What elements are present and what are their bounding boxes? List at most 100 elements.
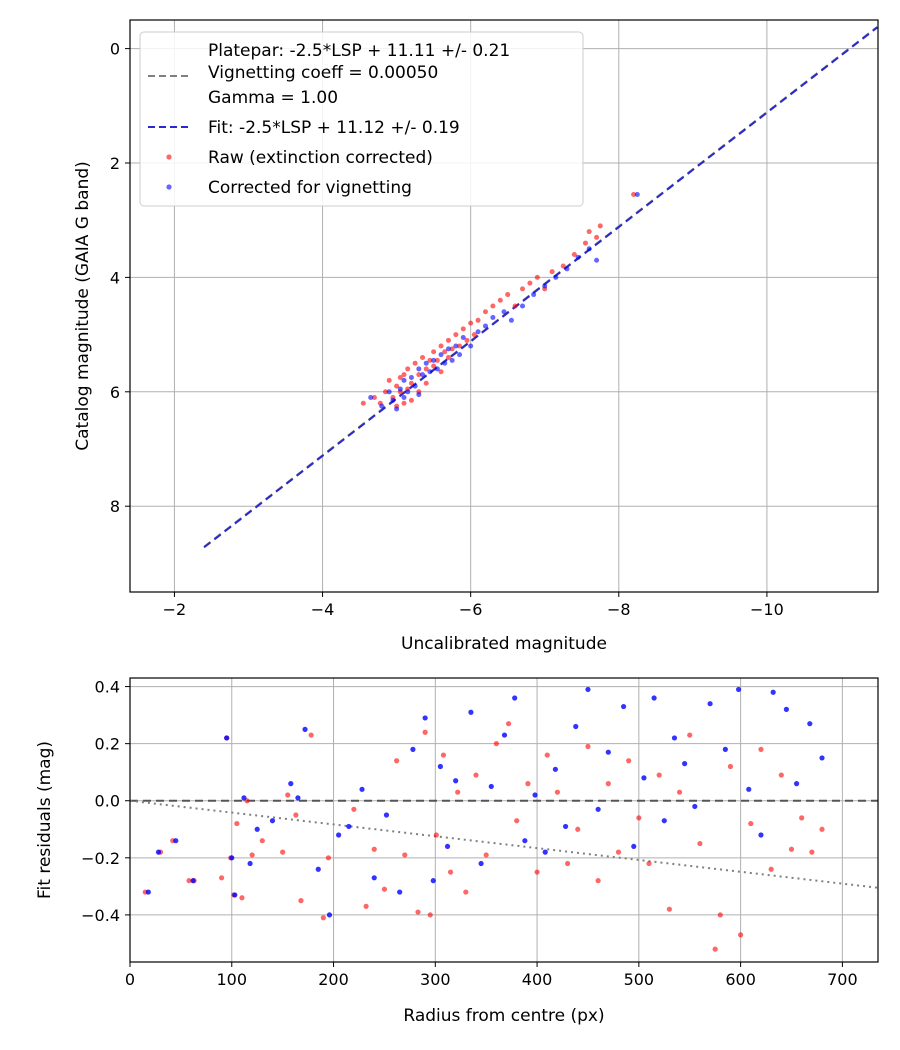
- corrected-point: [438, 352, 444, 358]
- raw-point: [383, 389, 389, 395]
- corrected-point: [434, 366, 440, 372]
- legend-raw-label: Raw (extinction corrected): [208, 148, 433, 168]
- corrected-point: [501, 309, 507, 315]
- corrected-point: [553, 274, 559, 280]
- residual-raw-point: [415, 909, 421, 915]
- raw-point: [423, 380, 429, 386]
- y-tick-label: −0.4: [81, 906, 120, 925]
- raw-point: [527, 280, 533, 286]
- raw-point: [386, 377, 392, 383]
- residual-corrected-point: [552, 766, 558, 772]
- residual-corrected-point: [346, 823, 352, 830]
- x-tick-label: 300: [420, 970, 451, 989]
- residual-raw-point: [605, 781, 611, 787]
- legend-platepar-line-3: Gamma = 1.00: [208, 88, 338, 108]
- top-plot-x-label: Uncalibrated magnitude: [401, 634, 607, 654]
- top-plot-x-ticks: −2 −4 −6 −8 −10: [163, 592, 784, 619]
- residual-raw-point: [280, 849, 286, 855]
- raw-point: [449, 346, 455, 352]
- corrected-point: [397, 386, 403, 392]
- x-tick-label: 700: [827, 970, 858, 989]
- residual-raw-point: [371, 846, 377, 852]
- raw-point: [482, 309, 488, 315]
- x-tick-label: −8: [607, 600, 631, 619]
- raw-point: [453, 332, 459, 338]
- corrected-point: [508, 317, 514, 323]
- residual-corrected-point: [631, 843, 637, 850]
- residual-raw-point: [493, 741, 499, 747]
- residual-raw-point: [809, 849, 815, 855]
- corrected-point: [475, 329, 481, 335]
- residual-corrected-point: [620, 703, 627, 710]
- corrected-point: [379, 403, 385, 409]
- residual-corrected-point: [605, 749, 611, 755]
- residual-raw-point: [455, 789, 461, 795]
- residual-raw-point: [565, 860, 571, 867]
- raw-point: [631, 191, 637, 197]
- corrected-point: [427, 369, 433, 375]
- y-tick-label: 2: [110, 154, 120, 173]
- residual-raw-point: [768, 866, 774, 872]
- residual-corrected-point: [562, 823, 569, 830]
- residual-corrected-point: [651, 695, 657, 701]
- raw-point: [434, 357, 440, 363]
- residual-corrected-point: [315, 866, 321, 872]
- raw-point: [445, 354, 451, 360]
- corrected-point: [442, 360, 448, 366]
- corrected-point: [520, 303, 526, 309]
- corrected-point: [420, 372, 426, 378]
- corrected-point: [401, 395, 407, 401]
- residual-raw-point: [636, 815, 642, 821]
- legend-platepar-line-1: Platepar: -2.5*LSP + 11.11 +/- 0.21: [208, 41, 510, 61]
- residual-raw-point: [320, 915, 326, 921]
- residual-corrected-point: [758, 832, 764, 838]
- raw-point: [408, 397, 414, 403]
- x-tick-label: −2: [163, 600, 187, 619]
- residual-corrected-point: [336, 832, 342, 838]
- raw-point: [560, 263, 566, 269]
- legend-corrected-swatch: [166, 184, 172, 190]
- fit-line: [203, 26, 878, 549]
- residual-raw-point: [218, 875, 225, 881]
- residual-corrected-point: [371, 875, 377, 881]
- corrected-point: [401, 377, 407, 383]
- residual-raw-point: [595, 878, 601, 884]
- bottom-plot-corrected-points: [145, 686, 825, 918]
- x-tick-label: 0: [125, 970, 135, 989]
- corrected-point: [453, 343, 459, 349]
- legend-corrected-label: Corrected for vignetting: [208, 178, 412, 198]
- corrected-point: [416, 392, 422, 398]
- residual-raw-point: [259, 838, 265, 844]
- raw-point: [468, 320, 474, 326]
- corrected-point: [431, 357, 437, 363]
- raw-point: [397, 375, 403, 380]
- corrected-point: [490, 314, 496, 320]
- top-plot-corrected-points: [368, 191, 640, 412]
- residual-raw-point: [525, 781, 531, 787]
- residual-raw-point: [534, 869, 540, 875]
- raw-point: [497, 297, 503, 303]
- residual-raw-point: [544, 752, 550, 758]
- raw-point: [401, 372, 407, 378]
- residual-corrected-point: [269, 818, 276, 824]
- corrected-point: [449, 357, 455, 363]
- residual-raw-point: [239, 895, 245, 901]
- residual-raw-point: [575, 826, 581, 832]
- residual-corrected-point: [478, 860, 484, 867]
- y-tick-label: 0.2: [95, 735, 120, 754]
- residual-corrected-point: [232, 892, 238, 898]
- residual-corrected-point: [468, 709, 474, 715]
- residual-corrected-point: [247, 860, 253, 867]
- bottom-plot-raw-points: [142, 721, 825, 952]
- magnitude-calibration-plot: −2 −4 −6 −8 −10 0 2 4 6 8 Uncalibrated magnitude…: [73, 19, 879, 654]
- residual-corrected-point: [422, 715, 428, 721]
- residual-raw-point: [712, 946, 718, 952]
- residual-corrected-point: [254, 826, 260, 832]
- raw-point: [490, 303, 496, 309]
- y-tick-label: 4: [110, 268, 120, 287]
- residual-raw-point: [666, 906, 672, 912]
- corrected-point: [468, 343, 474, 349]
- raw-point: [427, 357, 433, 363]
- residual-corrected-point: [522, 838, 528, 844]
- residual-corrected-point: [671, 735, 678, 741]
